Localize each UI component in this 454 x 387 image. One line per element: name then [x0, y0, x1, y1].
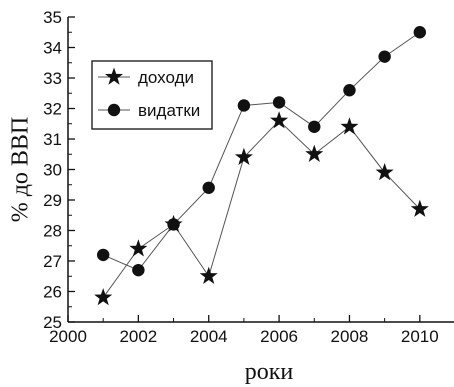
y-tick-label: 28 [43, 222, 62, 241]
x-axis-ticks: 2000 2002 2004 2006 2008 2010 [49, 315, 454, 346]
series-line [103, 121, 420, 298]
y-tick-label: 35 [43, 8, 62, 27]
y-tick-label: 33 [43, 69, 62, 88]
x-tick-label: 2008 [331, 327, 369, 346]
legend-label: видатки [138, 101, 200, 120]
data-point [203, 182, 215, 194]
y-tick-label: 34 [43, 39, 62, 58]
data-point [132, 264, 144, 276]
series-revenue [94, 111, 429, 305]
legend-marker [108, 104, 120, 116]
y-tick-label: 26 [43, 283, 62, 302]
legend: доходи видатки [92, 61, 212, 129]
x-tick-label: 2000 [49, 327, 87, 346]
x-tick-label: 2006 [260, 327, 298, 346]
x-tick-label: 2004 [190, 327, 228, 346]
y-tick-label: 31 [43, 130, 62, 149]
data-point [378, 50, 390, 62]
y-tick-label: 29 [43, 191, 62, 210]
x-tick-label: 2010 [401, 327, 439, 346]
data-point [270, 111, 288, 128]
data-point [343, 84, 355, 96]
y-tick-label: 30 [43, 161, 62, 180]
x-tick-label: 2002 [119, 327, 157, 346]
data-point [273, 96, 285, 108]
legend-label: доходи [138, 68, 194, 87]
data-point [308, 121, 320, 133]
y-axis-label: % до ВВП [8, 117, 34, 223]
data-point [238, 99, 250, 111]
data-point [167, 218, 179, 230]
data-point [414, 26, 426, 38]
data-point [305, 145, 323, 162]
y-tick-label: 32 [43, 100, 62, 119]
data-point [97, 249, 109, 261]
y-tick-label: 27 [43, 252, 62, 271]
data-point [94, 288, 112, 305]
data-point [129, 239, 147, 256]
data-point [200, 267, 218, 284]
x-axis-label: роки [245, 359, 294, 385]
data-point [376, 163, 394, 180]
